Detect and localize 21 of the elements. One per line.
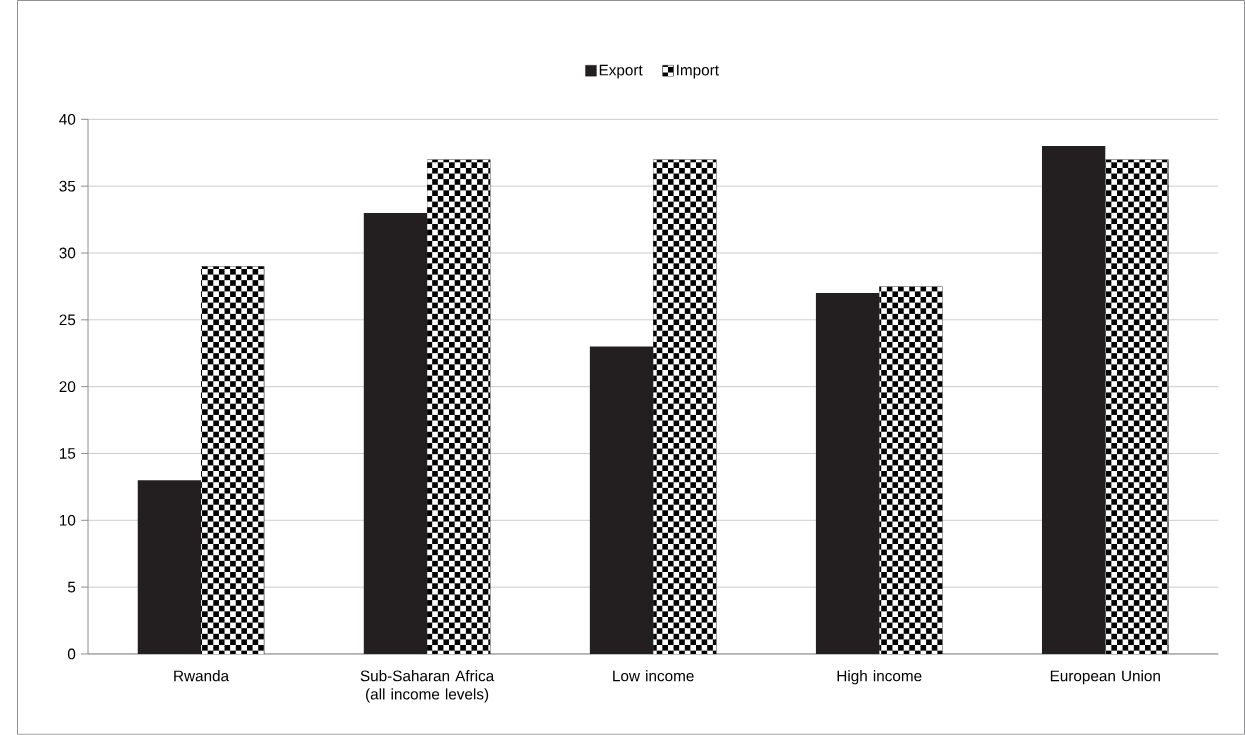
bar xyxy=(1041,146,1106,655)
y-tick-label: 0 xyxy=(67,648,76,660)
y-tick-label: 30 xyxy=(59,247,76,259)
bar xyxy=(589,346,654,655)
y-tick-label: 15 xyxy=(59,448,76,459)
x-tick-label: European Union xyxy=(1050,670,1160,685)
y-tick-label: 10 xyxy=(59,514,76,526)
y-tick-label: 40 xyxy=(59,114,76,125)
x-tick-label: Low income xyxy=(613,670,694,682)
y-tick-label: 25 xyxy=(59,314,76,326)
y-tick-label: 35 xyxy=(59,180,76,192)
bar xyxy=(815,293,880,655)
x-tick-label: Sub-Saharan Africa (all income levels) xyxy=(360,670,495,703)
x-tick-label: Rwanda xyxy=(174,670,230,682)
x-tick-label: High income xyxy=(837,670,922,685)
y-tick-label: 20 xyxy=(59,381,76,393)
legend-label: Export xyxy=(599,64,643,79)
legend-label: Import xyxy=(677,64,719,79)
bar xyxy=(363,212,428,655)
bar xyxy=(137,480,202,655)
y-tick-label: 5 xyxy=(67,581,76,593)
